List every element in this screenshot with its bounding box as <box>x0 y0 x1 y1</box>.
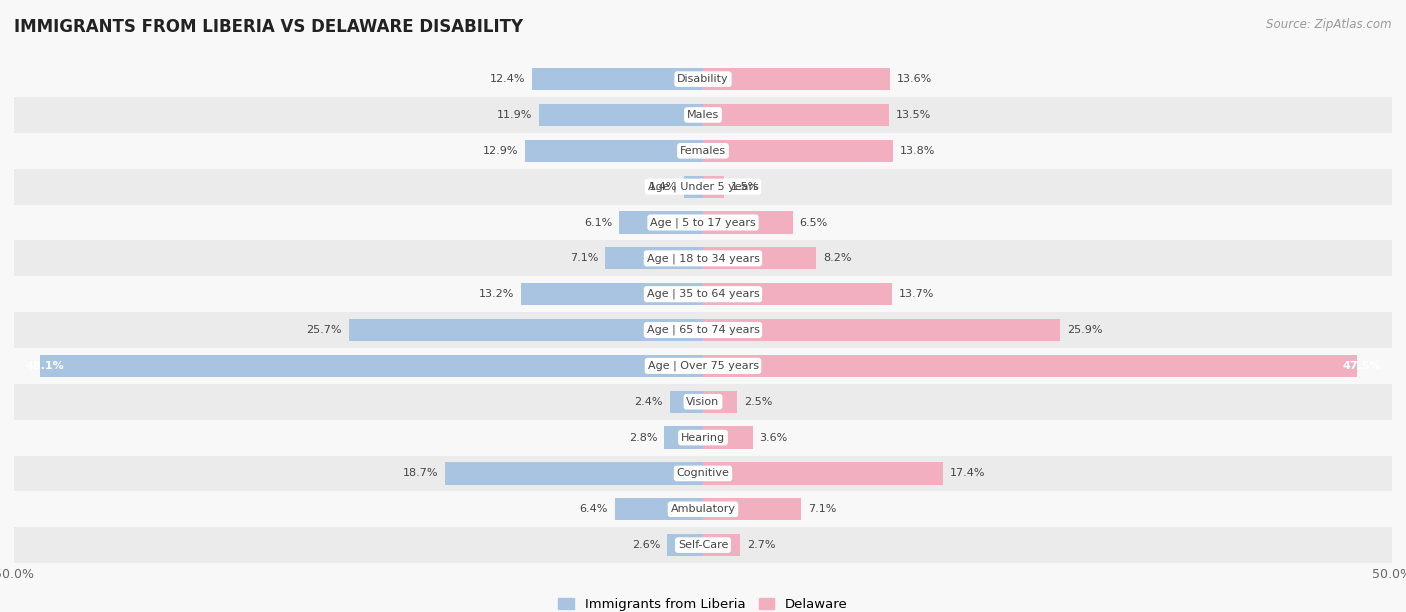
Bar <box>703 498 801 520</box>
Bar <box>683 176 703 198</box>
Bar <box>703 247 815 269</box>
Text: 13.7%: 13.7% <box>898 289 934 299</box>
Bar <box>703 104 889 126</box>
Text: Age | Over 75 years: Age | Over 75 years <box>648 360 758 371</box>
Bar <box>668 534 703 556</box>
Bar <box>14 169 1392 204</box>
Bar <box>14 348 1392 384</box>
Text: Ambulatory: Ambulatory <box>671 504 735 514</box>
Bar <box>14 61 1392 97</box>
Bar <box>14 455 1392 491</box>
Text: Age | 65 to 74 years: Age | 65 to 74 years <box>647 325 759 335</box>
Bar <box>703 427 752 449</box>
Bar <box>41 355 703 377</box>
Text: 7.1%: 7.1% <box>569 253 599 263</box>
Text: 25.9%: 25.9% <box>1067 325 1102 335</box>
Bar <box>669 390 703 413</box>
Text: Age | Under 5 years: Age | Under 5 years <box>648 181 758 192</box>
Text: 25.7%: 25.7% <box>307 325 342 335</box>
Bar <box>14 133 1392 169</box>
Bar <box>14 204 1392 241</box>
Text: Hearing: Hearing <box>681 433 725 442</box>
Text: 17.4%: 17.4% <box>949 468 986 479</box>
Bar <box>703 211 793 234</box>
Text: 2.4%: 2.4% <box>634 397 664 407</box>
Text: 2.6%: 2.6% <box>631 540 661 550</box>
Bar <box>14 241 1392 276</box>
Bar <box>619 211 703 234</box>
Bar <box>14 384 1392 420</box>
Text: Disability: Disability <box>678 74 728 84</box>
Bar <box>14 527 1392 563</box>
Text: 3.6%: 3.6% <box>759 433 787 442</box>
Text: Vision: Vision <box>686 397 720 407</box>
Text: 6.5%: 6.5% <box>800 217 828 228</box>
Text: 8.2%: 8.2% <box>823 253 852 263</box>
Text: 2.8%: 2.8% <box>628 433 658 442</box>
Text: 2.7%: 2.7% <box>747 540 776 550</box>
Text: 13.8%: 13.8% <box>900 146 935 156</box>
Bar <box>14 420 1392 455</box>
Bar <box>703 176 724 198</box>
Bar <box>531 68 703 90</box>
Bar <box>703 140 893 162</box>
Text: 18.7%: 18.7% <box>404 468 439 479</box>
Text: 13.2%: 13.2% <box>479 289 515 299</box>
Bar <box>703 355 1358 377</box>
Bar <box>14 276 1392 312</box>
Text: 6.1%: 6.1% <box>583 217 612 228</box>
Bar <box>349 319 703 341</box>
Bar <box>526 140 703 162</box>
Text: Age | 18 to 34 years: Age | 18 to 34 years <box>647 253 759 264</box>
Text: Self-Care: Self-Care <box>678 540 728 550</box>
Text: 2.5%: 2.5% <box>744 397 773 407</box>
Bar <box>14 312 1392 348</box>
Text: 47.5%: 47.5% <box>1343 361 1381 371</box>
Text: Age | 35 to 64 years: Age | 35 to 64 years <box>647 289 759 299</box>
Text: 48.1%: 48.1% <box>25 361 63 371</box>
Bar <box>665 427 703 449</box>
Text: 12.4%: 12.4% <box>489 74 526 84</box>
Bar <box>446 462 703 485</box>
Bar <box>703 534 740 556</box>
Bar <box>703 462 943 485</box>
Text: 7.1%: 7.1% <box>807 504 837 514</box>
Text: 13.5%: 13.5% <box>896 110 931 120</box>
Bar <box>522 283 703 305</box>
Bar <box>538 104 703 126</box>
Bar <box>14 97 1392 133</box>
Text: 6.4%: 6.4% <box>579 504 607 514</box>
Bar <box>703 68 890 90</box>
Text: 12.9%: 12.9% <box>482 146 519 156</box>
Text: 13.6%: 13.6% <box>897 74 932 84</box>
Bar <box>703 390 738 413</box>
Text: IMMIGRANTS FROM LIBERIA VS DELAWARE DISABILITY: IMMIGRANTS FROM LIBERIA VS DELAWARE DISA… <box>14 18 523 36</box>
Text: 1.5%: 1.5% <box>731 182 759 192</box>
Bar <box>614 498 703 520</box>
Bar <box>605 247 703 269</box>
Legend: Immigrants from Liberia, Delaware: Immigrants from Liberia, Delaware <box>553 593 853 612</box>
Text: Age | 5 to 17 years: Age | 5 to 17 years <box>650 217 756 228</box>
Text: 1.4%: 1.4% <box>648 182 676 192</box>
Bar <box>703 319 1060 341</box>
Text: 11.9%: 11.9% <box>496 110 531 120</box>
Bar <box>14 491 1392 527</box>
Text: Cognitive: Cognitive <box>676 468 730 479</box>
Text: Females: Females <box>681 146 725 156</box>
Text: Males: Males <box>688 110 718 120</box>
Bar <box>703 283 891 305</box>
Text: Source: ZipAtlas.com: Source: ZipAtlas.com <box>1267 18 1392 31</box>
